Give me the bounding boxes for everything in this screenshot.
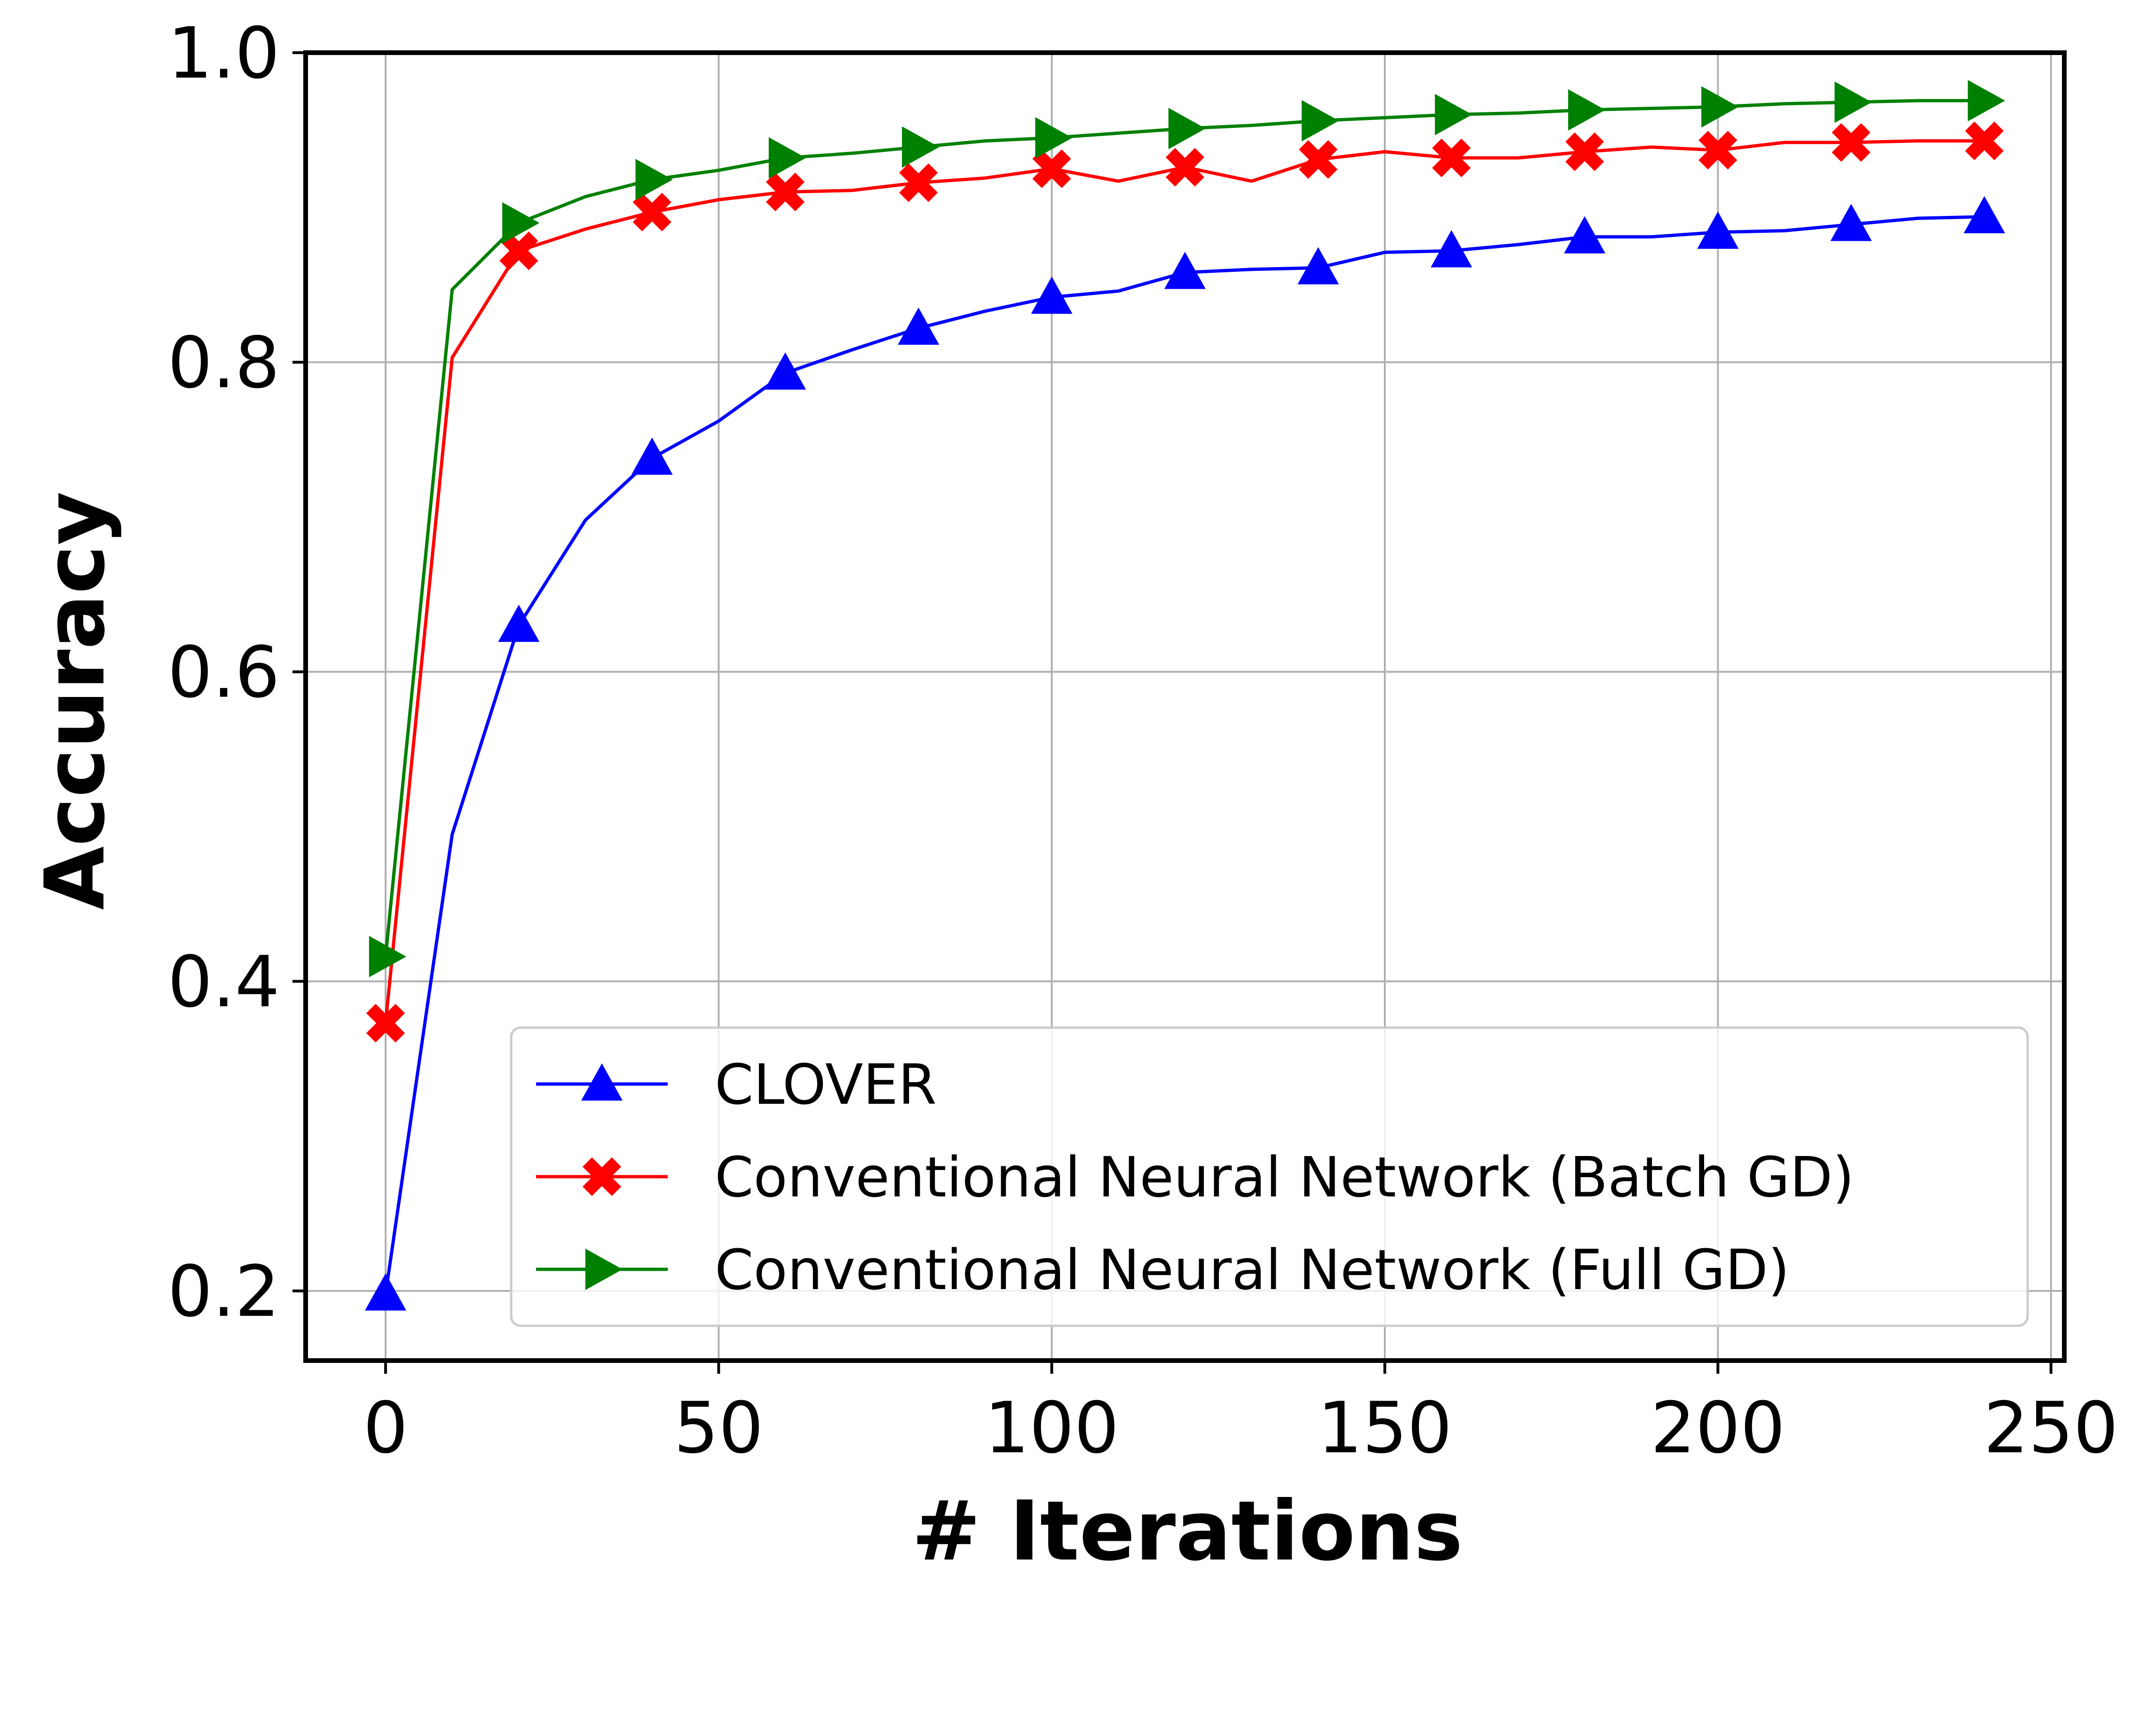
series-1 bbox=[365, 196, 2005, 1311]
data-point bbox=[766, 173, 805, 212]
data-point bbox=[1568, 89, 1605, 131]
data-point bbox=[1701, 86, 1739, 128]
data-point bbox=[1032, 149, 1071, 188]
data-point bbox=[1299, 140, 1338, 179]
legend-entry-1: CLOVER bbox=[536, 1052, 937, 1117]
x-marker-bar bbox=[366, 1004, 405, 1043]
x-marker-bar bbox=[899, 163, 938, 202]
data-point bbox=[1435, 94, 1472, 135]
data-point bbox=[1967, 80, 2005, 122]
data-point bbox=[1432, 138, 1471, 177]
data-point bbox=[1168, 108, 1206, 150]
plot-frame bbox=[303, 50, 2067, 1363]
data-point bbox=[1565, 132, 1604, 171]
x-marker-bar bbox=[632, 192, 671, 232]
data-point bbox=[369, 936, 406, 978]
x-marker-bar bbox=[1299, 140, 1338, 179]
data-point bbox=[1830, 204, 1872, 241]
data-point bbox=[1697, 211, 1739, 249]
legend-marker bbox=[582, 1157, 622, 1196]
data-point bbox=[366, 1004, 405, 1043]
axis-ticks: 0 50 100 150 200 250 0.2 0.4 0.6 0.8 1.0 bbox=[167, 13, 2118, 1469]
data-point bbox=[365, 1273, 406, 1311]
x-tick-label: 50 bbox=[674, 1387, 764, 1469]
data-point bbox=[632, 192, 671, 232]
x-tick-label: 100 bbox=[985, 1387, 1119, 1469]
legend-entry-2: Conventional Neural Network (Batch GD) bbox=[536, 1145, 1854, 1210]
data-point bbox=[1035, 117, 1073, 159]
data-point bbox=[902, 126, 940, 168]
data-point bbox=[498, 604, 540, 642]
data-point bbox=[1302, 100, 1339, 142]
y-tick-label: 0.8 bbox=[167, 322, 280, 404]
legend-box bbox=[510, 1026, 2029, 1327]
y-axis-label: Accuracy bbox=[28, 491, 123, 910]
x-marker-bar bbox=[1165, 148, 1205, 187]
x-marker-bar bbox=[499, 231, 538, 270]
data-point bbox=[765, 352, 806, 390]
x-marker-bar bbox=[1432, 138, 1471, 177]
legend-marker bbox=[581, 1063, 623, 1101]
data-point bbox=[631, 437, 673, 475]
x-tick-label: 150 bbox=[1318, 1387, 1452, 1469]
data-point bbox=[768, 137, 806, 179]
legend: CLOVER Conventional Neural Network (Batch… bbox=[510, 1026, 2029, 1327]
data-point bbox=[499, 231, 538, 270]
data-point bbox=[1164, 252, 1206, 289]
x-marker-bar bbox=[1965, 121, 2004, 160]
x-tick-label: 200 bbox=[1651, 1387, 1785, 1469]
data-point bbox=[899, 163, 938, 202]
data-point bbox=[502, 202, 540, 244]
x-tick-label: 250 bbox=[1984, 1387, 2118, 1469]
data-point bbox=[1564, 216, 1605, 253]
y-tick-label: 0.6 bbox=[167, 632, 280, 713]
series-3 bbox=[369, 80, 2005, 978]
x-marker-bar bbox=[766, 173, 805, 212]
data-point bbox=[1165, 148, 1205, 187]
y-tick-label: 0.4 bbox=[167, 942, 280, 1023]
y-tick-label: 1.0 bbox=[167, 13, 280, 95]
legend-marker bbox=[585, 1249, 623, 1290]
data-point bbox=[1965, 121, 2004, 160]
legend-entry-3: Conventional Neural Network (Full GD) bbox=[536, 1237, 1790, 1302]
data-point bbox=[1297, 247, 1339, 285]
data-point bbox=[898, 307, 940, 345]
data-point bbox=[635, 158, 673, 200]
legend-label: Conventional Neural Network (Batch GD) bbox=[715, 1145, 1854, 1210]
x-tick-label: 0 bbox=[363, 1387, 408, 1469]
legend-label: Conventional Neural Network (Full GD) bbox=[715, 1237, 1790, 1302]
data-point bbox=[1430, 230, 1472, 268]
data-point bbox=[1832, 123, 1871, 162]
y-tick-label: 0.2 bbox=[167, 1251, 280, 1333]
x-marker-bar bbox=[582, 1157, 622, 1196]
x-marker-bar bbox=[1698, 131, 1737, 170]
data-point bbox=[1031, 276, 1073, 314]
series-2 bbox=[366, 121, 2004, 1043]
x-marker-bar bbox=[1032, 149, 1071, 188]
legend-label: CLOVER bbox=[715, 1052, 937, 1117]
series-layer bbox=[365, 80, 2005, 1311]
x-marker-bar bbox=[1832, 123, 1871, 162]
x-axis-label: # Iterations bbox=[912, 1484, 1463, 1579]
data-point bbox=[1964, 196, 2005, 234]
data-point bbox=[1834, 81, 1872, 123]
x-marker-bar bbox=[1565, 132, 1604, 171]
data-point bbox=[1698, 131, 1737, 170]
